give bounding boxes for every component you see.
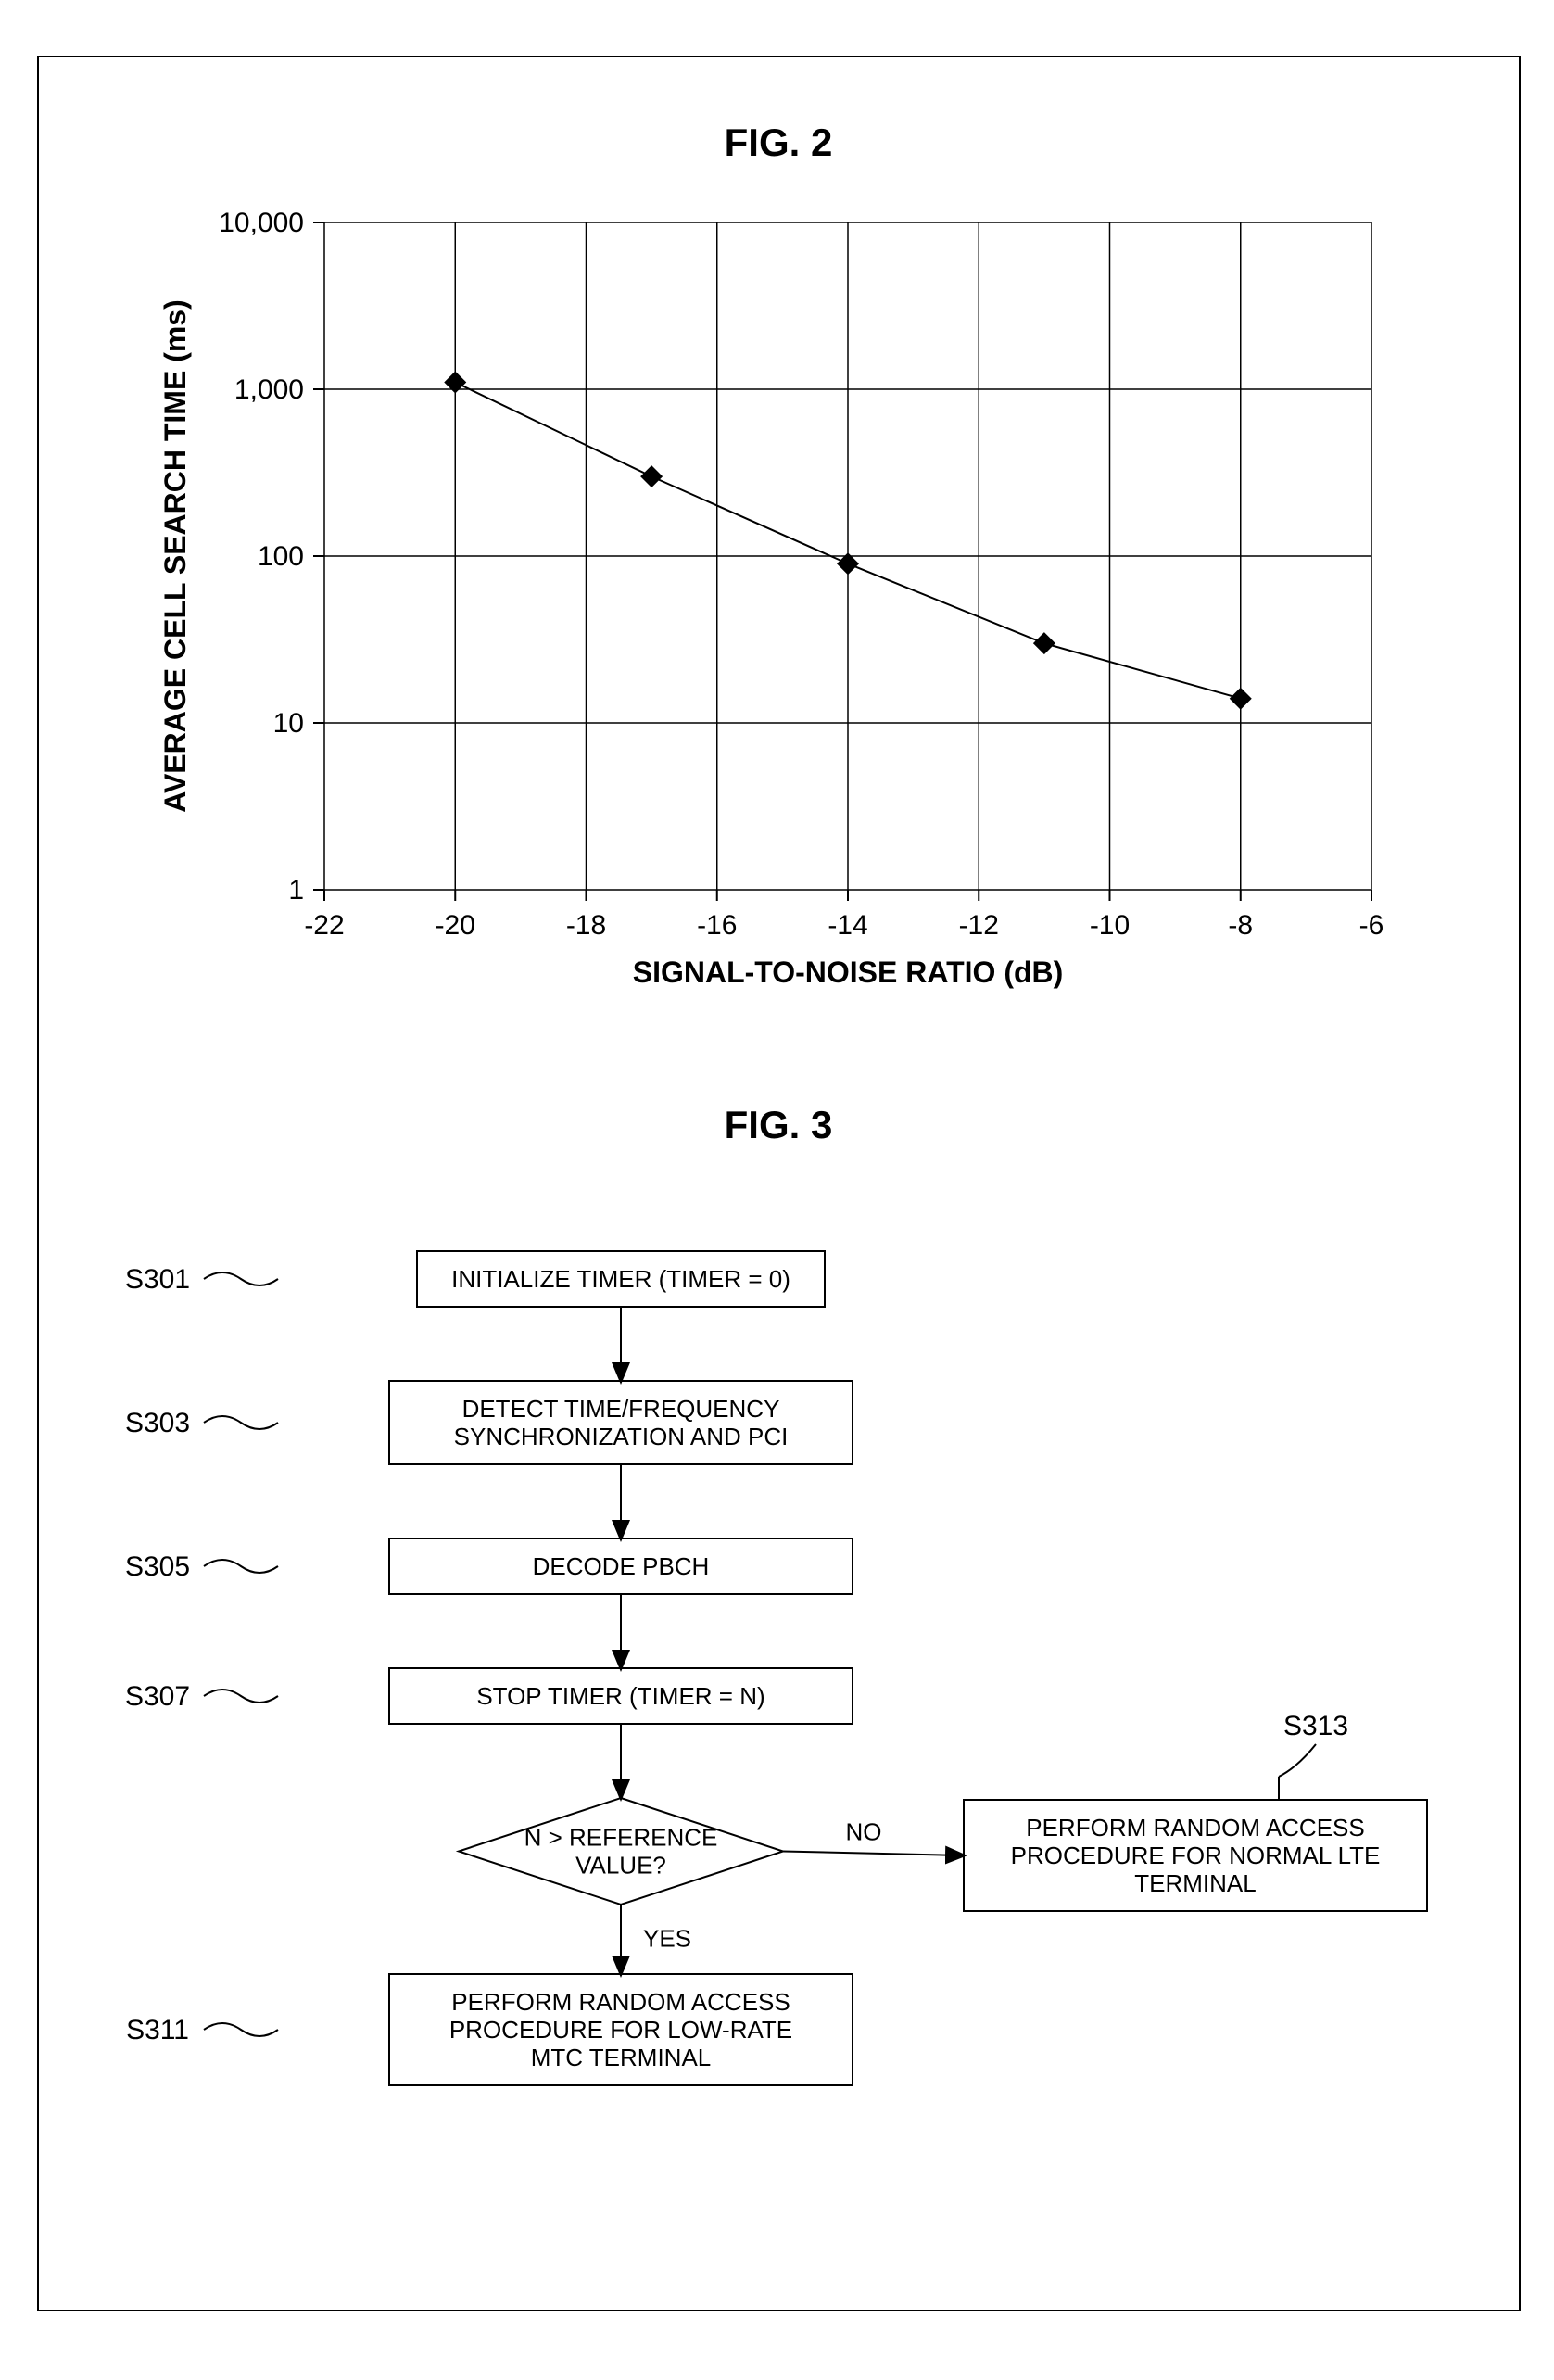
svg-text:S311: S311	[126, 2015, 189, 2045]
svg-text:10,000: 10,000	[219, 208, 304, 238]
svg-text:S305: S305	[125, 1551, 190, 1582]
svg-text:1: 1	[288, 875, 304, 905]
svg-text:1,000: 1,000	[234, 374, 304, 405]
svg-text:SIGNAL-TO-NOISE RATIO (dB): SIGNAL-TO-NOISE RATIO (dB)	[633, 956, 1064, 989]
svg-text:DECODE PBCH: DECODE PBCH	[533, 1552, 710, 1580]
svg-text:-18: -18	[566, 910, 606, 941]
figure2-title: FIG. 2	[649, 120, 908, 165]
svg-text:-6: -6	[1359, 910, 1384, 941]
figure2-chart: -22 -20 -18 -16 -14 -12 -10 -8 -6 1 10 100 1,000 10,0…	[130, 185, 1427, 1019]
svg-text:NO: NO	[846, 1818, 882, 1846]
svg-text:SYNCHRONIZATION AND PCI: SYNCHRONIZATION AND PCI	[454, 1423, 789, 1450]
svg-text:TERMINAL: TERMINAL	[1134, 1869, 1256, 1897]
svg-text:-10: -10	[1090, 910, 1130, 941]
svg-text:S307: S307	[125, 1681, 190, 1712]
figure3-flowchart: INITIALIZE TIMER (TIMER = 0) S301 DETECT T…	[37, 1196, 1517, 2215]
svg-text:-20: -20	[436, 910, 475, 941]
svg-text:INITIALIZE TIMER (TIMER = 0): INITIALIZE TIMER (TIMER = 0)	[451, 1265, 790, 1293]
svg-text:PROCEDURE FOR NORMAL LTE: PROCEDURE FOR NORMAL LTE	[1011, 1842, 1381, 1869]
svg-text:-14: -14	[828, 910, 867, 941]
svg-text:PERFORM RANDOM ACCESS: PERFORM RANDOM ACCESS	[451, 1988, 790, 2016]
svg-text:N > REFERENCE: N > REFERENCE	[524, 1824, 718, 1852]
svg-text:100: 100	[258, 541, 304, 572]
svg-text:10: 10	[273, 708, 304, 739]
svg-text:MTC TERMINAL: MTC TERMINAL	[531, 2044, 712, 2071]
figure3-title: FIG. 3	[649, 1103, 908, 1147]
svg-text:S313: S313	[1283, 1711, 1348, 1741]
svg-text:VALUE?: VALUE?	[575, 1852, 666, 1880]
svg-text:-12: -12	[959, 910, 999, 941]
svg-text:S301: S301	[125, 1264, 190, 1295]
svg-text:PROCEDURE FOR LOW-RATE: PROCEDURE FOR LOW-RATE	[449, 2016, 792, 2044]
svg-text:AVERAGE CELL SEARCH TIME (ms): AVERAGE CELL SEARCH TIME (ms)	[158, 299, 192, 813]
svg-text:YES: YES	[643, 1925, 691, 1953]
svg-text:STOP TIMER (TIMER = N): STOP TIMER (TIMER = N)	[476, 1682, 764, 1710]
svg-text:-8: -8	[1228, 910, 1253, 941]
svg-text:-22: -22	[304, 910, 344, 941]
svg-text:PERFORM RANDOM ACCESS: PERFORM RANDOM ACCESS	[1026, 1814, 1365, 1842]
svg-text:DETECT TIME/FREQUENCY: DETECT TIME/FREQUENCY	[462, 1395, 780, 1423]
svg-text:-16: -16	[697, 910, 737, 941]
svg-text:S303: S303	[125, 1408, 190, 1438]
